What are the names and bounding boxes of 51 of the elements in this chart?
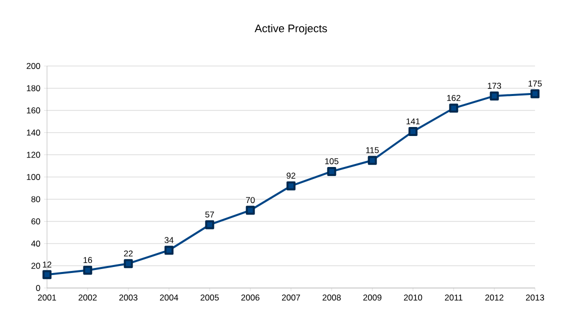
y-tick-label: 40 bbox=[31, 240, 40, 247]
x-tick-label: 2002 bbox=[78, 294, 97, 301]
point bbox=[286, 181, 296, 190]
x-tick-label: 2006 bbox=[241, 294, 260, 301]
point bbox=[246, 206, 255, 215]
data-label: 92 bbox=[286, 172, 296, 179]
x-tick-label: 2010 bbox=[404, 294, 422, 301]
data-label: 162 bbox=[447, 94, 460, 101]
point bbox=[449, 104, 458, 113]
point bbox=[327, 166, 336, 176]
point bbox=[490, 91, 499, 100]
data-label: 12 bbox=[42, 262, 52, 268]
data-label: 105 bbox=[325, 158, 338, 164]
y-tick-label: 80 bbox=[31, 196, 40, 202]
y-tick-label: 120 bbox=[26, 152, 40, 158]
point bbox=[408, 126, 418, 136]
data-label: 141 bbox=[406, 118, 420, 124]
data-label: 22 bbox=[124, 250, 133, 256]
x-tick-label: 2013 bbox=[526, 294, 544, 301]
data-label: 175 bbox=[528, 80, 542, 87]
point bbox=[530, 89, 540, 98]
data-label: 115 bbox=[366, 147, 379, 154]
data-label: 70 bbox=[246, 197, 255, 204]
x-tick-label: 2004 bbox=[160, 294, 178, 301]
point bbox=[368, 156, 377, 165]
x-tick-label: 2001 bbox=[38, 294, 56, 301]
point bbox=[124, 259, 133, 268]
x-tick-label: 2011 bbox=[444, 294, 462, 301]
point bbox=[164, 246, 174, 255]
data-label: 173 bbox=[488, 82, 502, 89]
x-tick-label: 2008 bbox=[322, 294, 341, 301]
y-tick-label: 180 bbox=[26, 85, 40, 92]
data-label: 16 bbox=[84, 257, 92, 264]
x-tick-label: 2007 bbox=[282, 294, 300, 301]
y-tick-label: 60 bbox=[31, 218, 40, 224]
x-tick-label: 2012 bbox=[485, 294, 504, 301]
y-tick-label: 140 bbox=[26, 130, 40, 136]
chart-title: Active Projects bbox=[254, 24, 327, 34]
data-label: 34 bbox=[164, 237, 174, 244]
x-tick-label: 2005 bbox=[200, 294, 219, 301]
point bbox=[42, 270, 52, 280]
y-tick-label: 160 bbox=[26, 107, 40, 114]
y-tick-label: 200 bbox=[26, 63, 40, 70]
data-label: 57 bbox=[205, 212, 214, 218]
point bbox=[83, 266, 92, 275]
y-tick-label: 100 bbox=[26, 174, 40, 180]
y-tick-label: 0 bbox=[36, 285, 40, 292]
y-tick-label: 20 bbox=[31, 262, 40, 269]
point bbox=[205, 220, 214, 230]
x-tick-label: 2009 bbox=[363, 294, 382, 301]
x-tick-label: 2003 bbox=[119, 294, 138, 301]
